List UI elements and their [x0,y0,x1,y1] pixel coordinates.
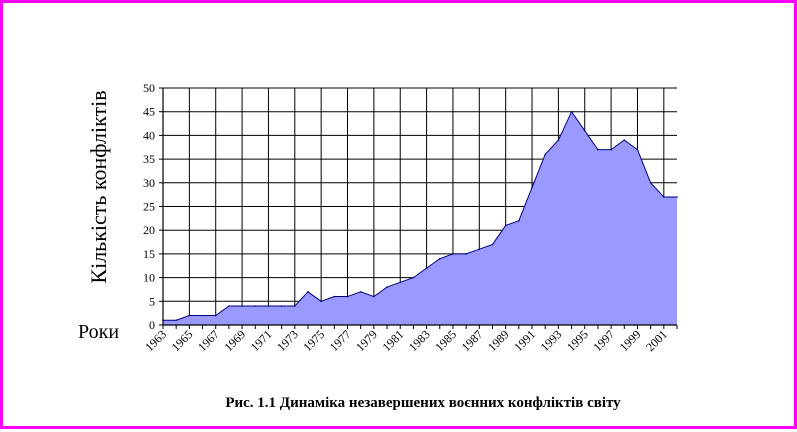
y-tick-label: 10 [143,271,155,285]
data-point [557,139,560,141]
data-point [597,148,599,151]
data-point [333,295,336,298]
x-tick-label: 1975 [300,327,327,354]
data-point [518,219,520,222]
data-point [676,196,678,198]
y-tick-label: 35 [143,152,155,166]
x-tick-label: 2001 [643,327,670,354]
data-point [531,186,533,189]
y-tick-label: 25 [143,200,155,214]
data-point [386,286,388,288]
data-point [570,110,573,113]
axes [159,87,678,329]
data-point [478,248,481,250]
y-tick-label: 0 [149,318,155,332]
area-outline [163,110,677,321]
data-point [280,305,283,307]
data-point [649,182,652,184]
area-fill [163,111,677,325]
data-point [214,314,217,317]
x-tick-label: 1985 [432,327,459,354]
data-point [254,305,257,307]
x-tick-label: 1999 [617,327,644,354]
data-point [228,305,230,307]
x-tick-label: 1963 [142,327,169,354]
data-point [373,295,375,298]
x-tick-label: 1979 [353,327,380,354]
data-point [425,267,428,269]
y-tick-labels: 0 5 10 15 20 25 30 35 40 45 50 [143,81,155,332]
y-tick-label: 30 [143,176,155,190]
x-tick-label: 1993 [538,327,565,354]
x-tick-label: 1971 [248,327,275,354]
y-tick-label: 40 [143,128,155,142]
x-tick-label: 1997 [590,327,617,354]
data-point [610,148,612,151]
data-point [438,257,441,260]
x-tick-label: 1967 [195,327,222,354]
x-tick-label: 1989 [485,327,512,354]
x-tick-label: 1983 [406,327,433,354]
x-tick-label: 1991 [511,327,538,354]
data-point [583,129,586,132]
y-tick-label: 15 [143,247,155,261]
data-point [267,305,270,307]
x-tick-label: 1969 [221,327,248,354]
x-tick-label: 1977 [327,327,354,354]
x-tick-label: 1965 [169,327,196,354]
data-point [544,153,547,156]
data-point [188,314,191,317]
x-tick-label: 1981 [379,327,406,354]
x-tick-labels: 1963 1965 1967 1969 1971 1973 1975 1977 1979 1981… [142,327,670,354]
x-axis-label: Роки [78,321,119,343]
y-axis-label: Кількість конфліктів [86,90,111,283]
data-point [320,300,322,303]
figure-caption: Рис. 1.1 Динаміка незавершених воєнних к… [225,395,621,411]
data-point [663,196,665,198]
y-tick-label: 5 [149,294,155,308]
data-area [162,110,678,325]
data-point [491,243,494,246]
x-tick-label: 1973 [274,327,301,354]
data-point [346,295,349,298]
data-point [399,281,402,284]
data-point [623,139,626,141]
y-tick-label: 50 [143,81,155,95]
data-point [241,305,243,307]
data-point [293,305,296,307]
x-tick-label: 1995 [564,327,591,354]
data-point [175,319,177,322]
data-point [636,148,639,151]
data-point [359,291,362,293]
x-tick-label: 1987 [459,327,486,354]
data-point [465,253,467,255]
y-tick-label: 45 [143,105,155,119]
data-point [412,276,415,279]
data-point [201,314,204,317]
data-point [307,291,309,293]
y-tick-label: 20 [143,223,155,237]
data-point [504,224,507,227]
data-point [452,253,454,255]
